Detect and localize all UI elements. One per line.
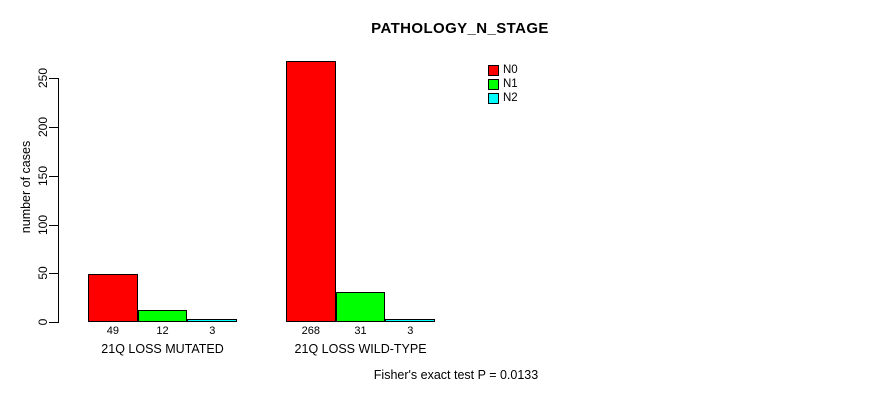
statistical-test-annotation: Fisher's exact test P = 0.0133 bbox=[373, 368, 539, 382]
bar-N0 bbox=[286, 60, 336, 322]
y-axis-tick bbox=[49, 175, 58, 177]
x-group-label: 21Q LOSS MUTATED bbox=[101, 342, 224, 356]
y-axis-tick-label: 0 bbox=[36, 318, 50, 326]
legend-label-N0: N0 bbox=[503, 64, 518, 76]
x-group-label: 21Q LOSS WILD-TYPE bbox=[294, 342, 427, 356]
y-axis-tick-label: 200 bbox=[36, 117, 50, 138]
bar-N1 bbox=[335, 291, 386, 322]
legend-label-N2: N2 bbox=[503, 92, 518, 104]
bar-value-label: 12 bbox=[156, 325, 169, 337]
y-axis-tick bbox=[49, 322, 58, 323]
legend-label-N1: N1 bbox=[503, 78, 518, 90]
legend-swatch-N2 bbox=[488, 93, 499, 104]
bar-value-label: 3 bbox=[209, 325, 216, 337]
y-axis-tick bbox=[49, 78, 58, 80]
bar-N2 bbox=[187, 319, 238, 322]
y-axis-tick-label: 150 bbox=[36, 165, 50, 186]
y-axis-tick bbox=[49, 273, 58, 275]
y-axis-tick-label: 100 bbox=[36, 214, 50, 235]
bar-value-label: 268 bbox=[301, 325, 321, 337]
y-axis-tick bbox=[49, 127, 58, 129]
y-axis-tick bbox=[49, 224, 58, 226]
bar-value-label: 31 bbox=[354, 325, 367, 337]
y-axis-line bbox=[58, 78, 59, 323]
y-axis-tick-label: 50 bbox=[36, 266, 50, 280]
y-axis-tick-label: 250 bbox=[36, 68, 50, 89]
legend-swatch-N1 bbox=[488, 79, 499, 90]
bar-N2 bbox=[385, 319, 436, 322]
bar-value-label: 3 bbox=[407, 325, 414, 337]
legend-swatch-N0 bbox=[488, 65, 499, 76]
chart-title: PATHOLOGY_N_STAGE bbox=[371, 20, 549, 37]
bar-N1 bbox=[137, 310, 188, 322]
bar-value-label: 49 bbox=[106, 325, 119, 337]
bar-N0 bbox=[88, 274, 138, 322]
